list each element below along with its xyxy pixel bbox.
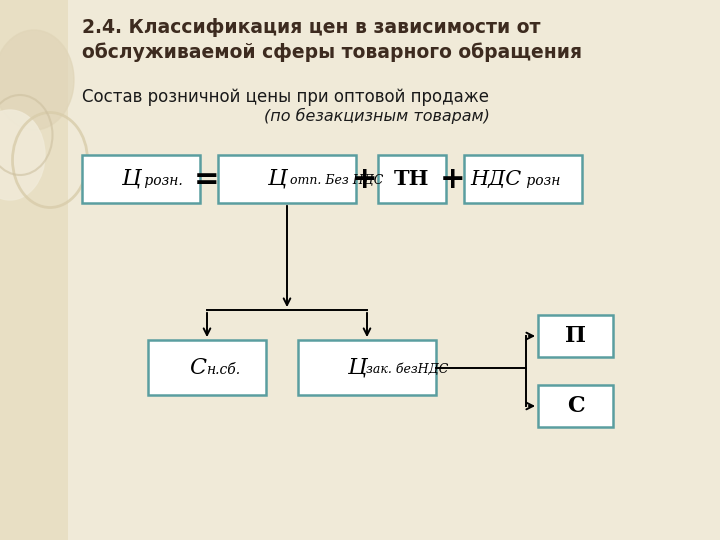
Text: ТН: ТН — [395, 169, 430, 189]
FancyBboxPatch shape — [82, 155, 200, 203]
Text: розн.: розн. — [140, 174, 183, 188]
FancyBboxPatch shape — [218, 155, 356, 203]
Text: розн: розн — [522, 174, 560, 188]
Text: отп. Без НДС: отп. Без НДС — [286, 174, 383, 187]
Text: 2.4. Классификация цен в зависимости от: 2.4. Классификация цен в зависимости от — [82, 18, 541, 37]
Text: зак. безНДС: зак. безНДС — [366, 363, 449, 376]
Bar — [0, 0, 68, 540]
Text: (по безакцизным товарам): (по безакцизным товарам) — [264, 108, 490, 124]
Text: Состав розничной цены при оптовой продаже: Состав розничной цены при оптовой продаж… — [82, 88, 489, 106]
Text: Ц: Ц — [266, 168, 286, 190]
Text: Ц: Ц — [346, 356, 366, 379]
Text: С: С — [189, 356, 206, 379]
FancyBboxPatch shape — [298, 340, 436, 395]
FancyBboxPatch shape — [464, 155, 582, 203]
Text: НДС: НДС — [471, 170, 522, 188]
Ellipse shape — [0, 110, 45, 200]
Text: +: + — [352, 165, 378, 193]
Text: н.сб.: н.сб. — [206, 362, 240, 376]
Text: =: = — [194, 165, 220, 193]
Ellipse shape — [0, 30, 74, 130]
FancyBboxPatch shape — [538, 385, 613, 427]
FancyBboxPatch shape — [538, 315, 613, 357]
Text: обслуживаемой сферы товарного обращения: обслуживаемой сферы товарного обращения — [82, 42, 582, 62]
Text: +: + — [440, 165, 466, 193]
FancyBboxPatch shape — [378, 155, 446, 203]
Text: С: С — [567, 395, 585, 417]
FancyBboxPatch shape — [148, 340, 266, 395]
Text: Ц: Ц — [121, 168, 140, 190]
Text: П: П — [565, 325, 586, 347]
